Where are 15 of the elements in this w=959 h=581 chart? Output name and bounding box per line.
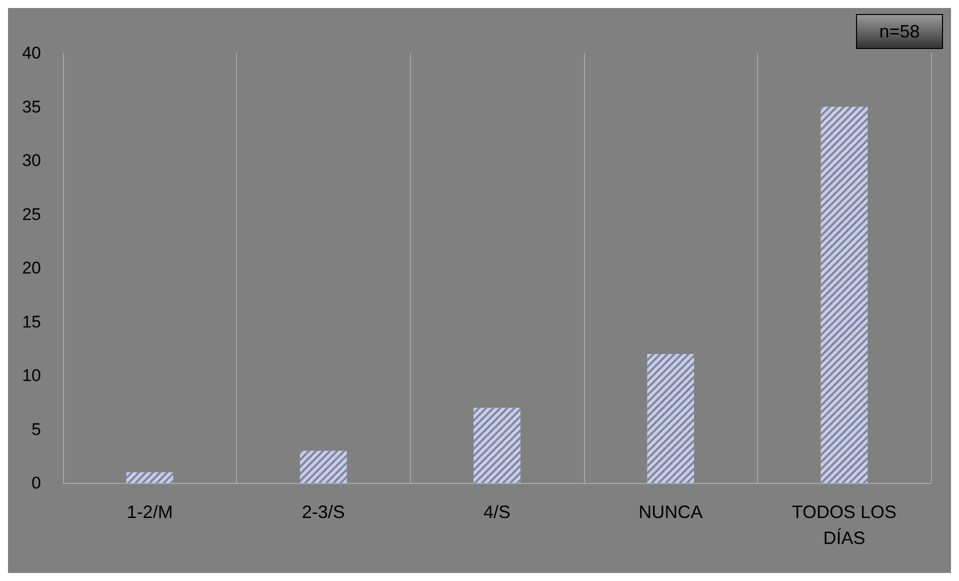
x-tick-label: NUNCA (638, 502, 703, 522)
y-tick-label: 30 (22, 151, 41, 170)
x-tick-label: TODOS LOS DÍAS (792, 502, 897, 548)
x-tick-label: 2-3/S (302, 502, 345, 522)
y-tick-label: 15 (22, 312, 41, 332)
x-tick-label: 1-2/M (126, 502, 173, 522)
y-tick-label: 35 (22, 97, 41, 116)
x-tick-label: 4/S (483, 502, 511, 522)
y-tick-label: 0 (32, 474, 41, 492)
y-tick-label: 5 (32, 420, 41, 439)
y-tick-label: 10 (22, 366, 41, 385)
text: n=58 (879, 22, 920, 42)
y-tick-label: 20 (22, 258, 41, 278)
y-tick-label: 40 (22, 44, 41, 62)
y-tick-label: 25 (22, 204, 41, 224)
